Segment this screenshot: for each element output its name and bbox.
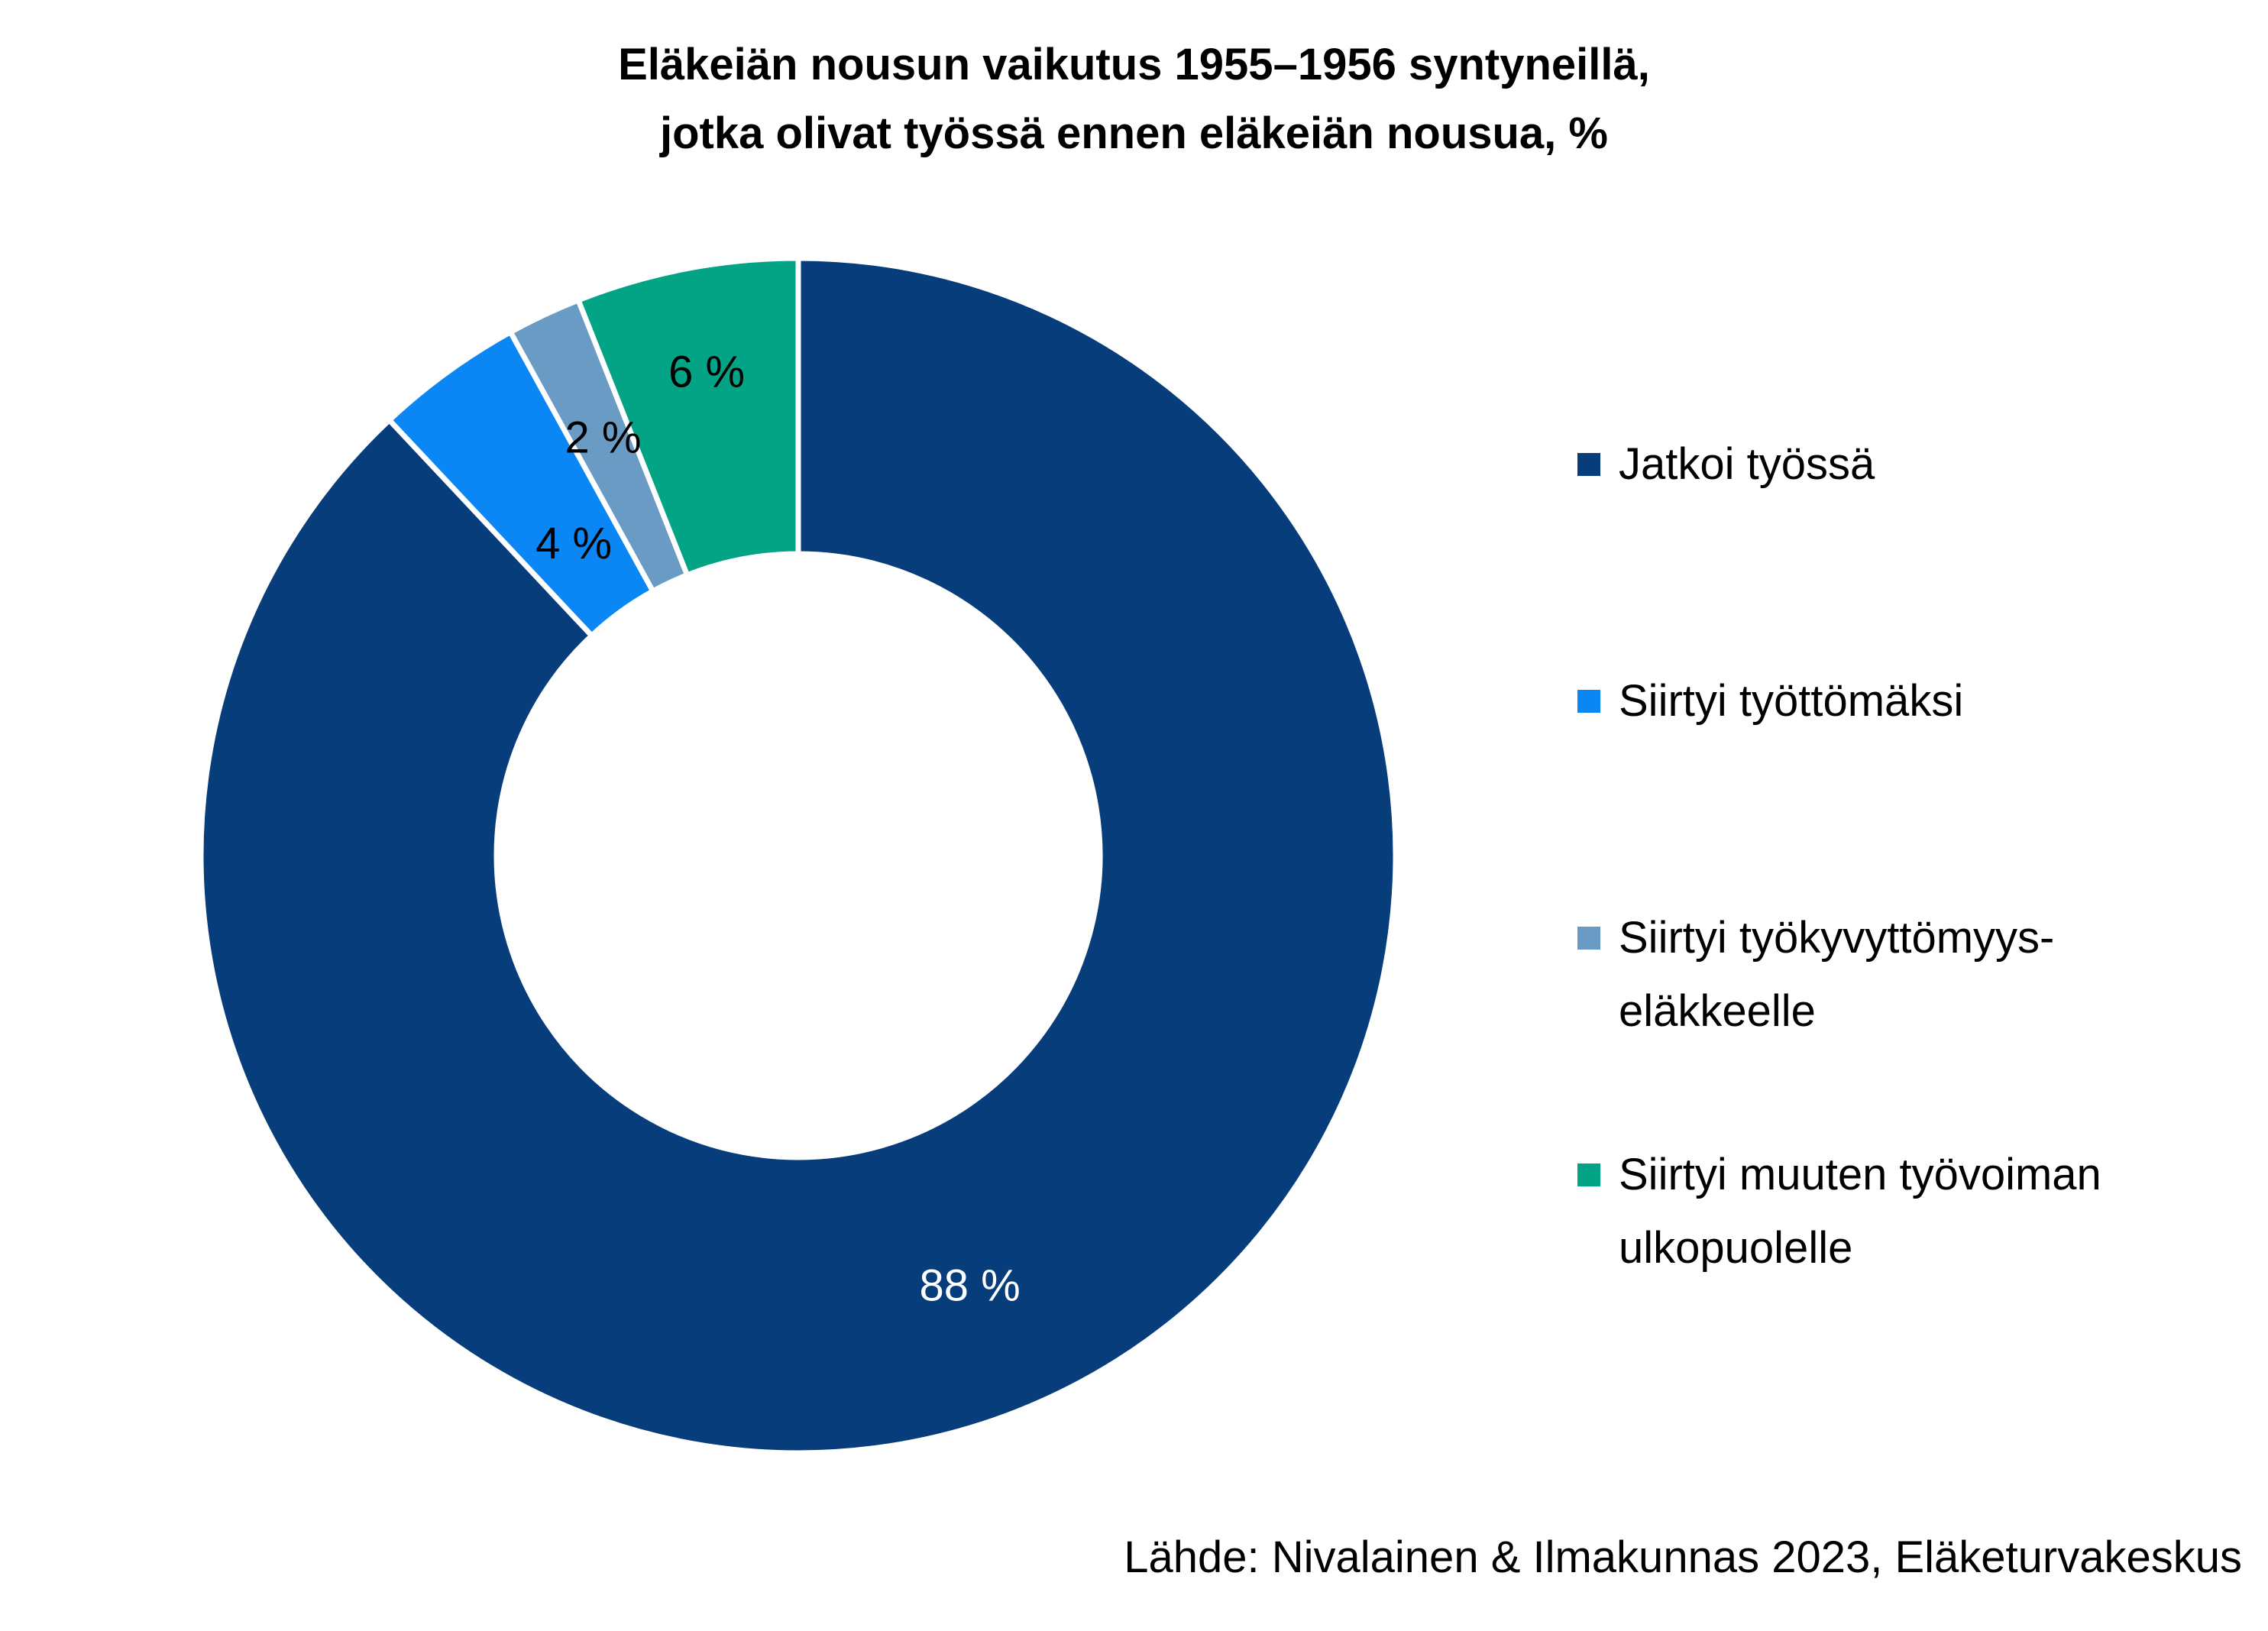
chart-title: Eläkeiän nousun vaikutus 1955–1956 synty… — [0, 31, 2268, 168]
legend-label: Jatkoi työssä — [1619, 439, 1875, 489]
chart-title-line-1: Eläkeiän nousun vaikutus 1955–1956 synty… — [618, 40, 1650, 89]
data-label-siirtyi-tyokyvyttomyys-elakkeelle: 2 % — [565, 413, 642, 462]
data-label-siirtyi-muuten-tyovoiman-ulkopuolelle: 6 % — [668, 348, 745, 397]
legend-label: Siirtyi työttömäksi — [1619, 676, 1964, 726]
donut-slices — [198, 255, 1399, 1456]
data-label-siirtyi-tyottomaksi: 4 % — [535, 519, 612, 568]
data-label-jatkoi-tyossa: 88 % — [919, 1260, 1020, 1310]
legend-swatch — [1577, 690, 1600, 713]
slice-siirtyi-muuten-tyovoiman-ulkopuolelle — [575, 255, 801, 578]
slice-jatkoi-tyossa — [198, 255, 1399, 1456]
legend-label: Siirtyi muuten työvoiman ulkopuolelle — [1619, 1150, 2101, 1273]
legend-label: Siirtyi työkyvyttömyys- eläkkeelle — [1619, 913, 2055, 1036]
legend-swatch — [1577, 453, 1600, 476]
chart-title-line-2: jotka olivat työssä ennen eläkeiän nousu… — [660, 108, 1608, 158]
legend-swatch — [1577, 1163, 1600, 1186]
donut-data-labels: 88 % 4 % 2 % 6 % — [535, 348, 1021, 1311]
source-note: Lähde: Nivalainen & Ilmakunnas 2023, Elä… — [1124, 1532, 2242, 1582]
legend-swatch — [1577, 927, 1600, 950]
